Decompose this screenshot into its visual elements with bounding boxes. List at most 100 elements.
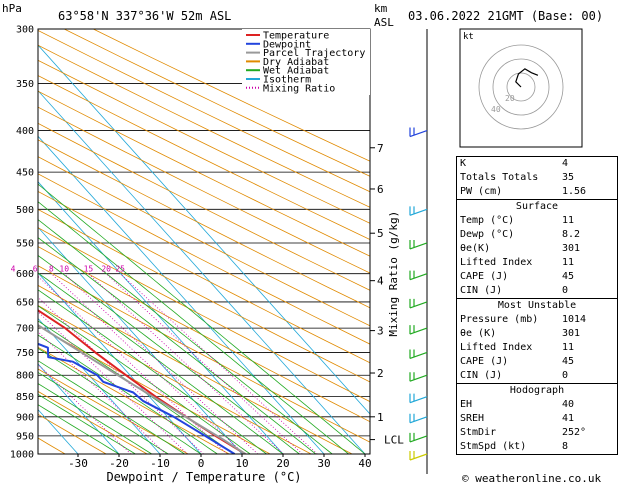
index-label: CAPE (J) [460,271,509,282]
pressure-tick-label: 700 [16,324,34,335]
datetime-label: 03.06.2022 21GMT (Base: 00) [408,9,604,23]
index-label: CAPE (J) [460,356,509,367]
pressure-tick-label: 400 [16,126,34,137]
km-axis-label: km [374,2,388,15]
hodograph-ring-label: 20 [505,94,515,103]
wet-adiabat-line [38,237,317,454]
wet-adiabat-line [38,254,300,454]
indices-table: K 4 Totals Totals 35 PW (cm) 1.56 Surface Temp… [456,156,618,455]
index-label: PW (cm) [460,186,503,197]
plot-frame [37,28,371,455]
index-row: Totals Totals 35 [457,171,617,185]
pressure-tick-label: 550 [16,238,34,249]
wind-barb [409,325,428,335]
parcel-trajectory-line [38,324,246,454]
wind-barb [409,432,428,443]
mixing-ratio-label: 8 [49,265,54,274]
dewpoint-line [38,342,236,454]
dry-adiabat-line [38,59,370,224]
index-row: Pressure (mb) 1014 [457,313,617,327]
x-tick-label: 30 [317,457,330,470]
dry-adiabat-line [38,156,370,327]
mixing-ratio-axis-label: Mixing Ratio (g/kg) [387,211,400,337]
pressure-tick-label: 450 [16,168,34,179]
dry-adiabat-line [38,208,370,383]
index-row: CIN (J) 0 [457,369,617,383]
wet-adiabat-line [38,201,349,454]
km-tick-label: 7 [377,142,384,155]
dry-adiabat-line [38,122,370,291]
dry-adiabat-line [38,284,353,454]
wind-barb [409,393,428,404]
hodograph-trace [515,68,539,88]
index-row: θe(K) 301 [457,242,617,256]
isotherm-line [38,317,161,454]
index-label: CIN (J) [460,285,503,296]
dry-adiabat-line [38,173,370,345]
dry-adiabat-line [38,368,189,454]
wet-adiabat-line [38,393,136,454]
wet-adiabat-line [38,404,120,454]
legend-label: Wet Adiabat [263,66,329,77]
index-row: Lifted Index 11 [457,256,617,270]
mixing-ratio-label: 3 [0,265,1,274]
wet-adiabat-line [38,347,202,454]
dry-adiabat-line [38,29,370,193]
pressure-tick-label: 350 [16,79,34,90]
index-value: 41 [562,413,575,424]
dry-adiabat-line [38,227,370,403]
legend-label: Dry Adiabat [263,57,329,68]
index-value: 11 [562,342,575,353]
x-tick-label: 40 [358,457,371,470]
isotherm-line [38,90,366,454]
copyright-footer: © weatheronline.co.uk [462,472,602,485]
index-row: CAPE (J) 45 [457,355,617,369]
index-value: 1014 [562,314,587,325]
dry-adiabat-line [38,139,370,309]
wet-adiabat-line [38,219,333,454]
dry-adiabat-line [38,246,370,423]
km-tick-label: 2 [377,367,384,380]
index-value: 35 [562,172,575,183]
legend-label: Dewpoint [263,39,311,50]
dry-adiabat-line [38,191,370,364]
wet-adiabat-line [38,334,218,454]
mixing-ratio-line [119,273,318,454]
index-row: θe (K) 301 [457,327,617,341]
surface-title: Surface [515,201,559,212]
asl-axis-label: ASL [374,16,394,29]
km-tick-label: 4 [377,275,384,288]
index-row: StmSpd (kt) 8 [457,440,617,454]
x-tick-label: -30 [68,457,88,470]
x-axis-label: Dewpoint / Temperature (°C) [106,470,301,484]
x-tick-label: 10 [235,457,248,470]
km-tick-label: LCL [384,434,404,447]
index-label: Lifted Index [460,342,533,353]
isotherm-line [38,181,284,454]
index-value: 45 [562,271,575,282]
index-value: 1.56 [562,186,587,197]
wet-adiabat-line [38,272,284,454]
km-tick-label: 1 [377,411,384,424]
index-label: Lifted Index [460,257,533,268]
wind-barb [409,270,428,281]
wet-adiabat-line [38,371,169,454]
wind-barb [409,206,428,216]
index-value: 40 [562,399,575,410]
index-row: Dewp (°C) 8.2 [457,228,617,242]
legend-label: Mixing Ratio [263,83,335,94]
index-value: 4 [562,158,569,169]
km-tick-label: 6 [377,183,384,196]
dry-adiabat-line [38,106,370,274]
dry-adiabat-line [38,390,148,454]
wet-adiabat-line [38,360,185,454]
wind-barb [409,451,428,461]
index-value: 45 [562,356,575,367]
index-row: StmDir 252° [457,426,617,440]
mixing-ratio-label: 15 [84,265,94,274]
legend-label: Isotherm [263,75,311,86]
index-label: θe(K) [460,243,491,254]
index-value: 252° [562,427,587,438]
